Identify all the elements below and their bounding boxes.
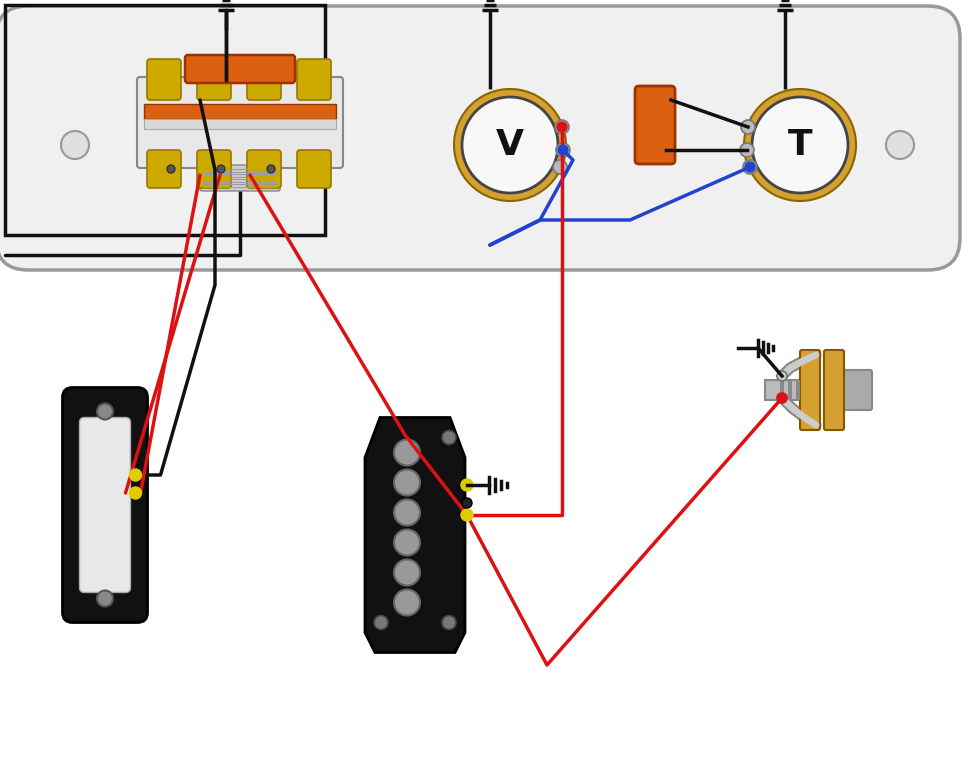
Bar <box>5 5 325 235</box>
Text: T: T <box>788 128 812 162</box>
Circle shape <box>267 165 275 173</box>
FancyBboxPatch shape <box>297 59 331 100</box>
Circle shape <box>462 498 472 508</box>
Circle shape <box>557 122 567 132</box>
Circle shape <box>461 479 473 491</box>
FancyBboxPatch shape <box>79 417 130 593</box>
FancyBboxPatch shape <box>824 350 844 430</box>
Circle shape <box>555 120 569 134</box>
Circle shape <box>461 509 473 521</box>
Circle shape <box>61 131 89 159</box>
FancyBboxPatch shape <box>297 150 331 188</box>
Circle shape <box>394 559 420 585</box>
Circle shape <box>743 160 757 174</box>
FancyBboxPatch shape <box>63 388 148 622</box>
FancyBboxPatch shape <box>247 150 281 188</box>
Bar <box>765 380 815 400</box>
Circle shape <box>741 120 755 134</box>
Circle shape <box>217 165 225 173</box>
Circle shape <box>442 616 456 629</box>
Circle shape <box>553 160 567 174</box>
Circle shape <box>777 393 787 403</box>
Circle shape <box>167 165 175 173</box>
Circle shape <box>745 162 755 172</box>
Circle shape <box>886 131 914 159</box>
FancyBboxPatch shape <box>147 59 181 100</box>
Circle shape <box>97 404 113 420</box>
Circle shape <box>744 89 856 201</box>
Circle shape <box>394 499 420 525</box>
FancyBboxPatch shape <box>137 77 343 168</box>
FancyBboxPatch shape <box>200 165 280 191</box>
Circle shape <box>374 616 388 629</box>
Circle shape <box>462 97 558 193</box>
FancyBboxPatch shape <box>800 350 820 430</box>
Circle shape <box>558 145 568 155</box>
Circle shape <box>394 590 420 616</box>
Bar <box>796 380 800 400</box>
Circle shape <box>454 89 566 201</box>
FancyBboxPatch shape <box>197 59 231 100</box>
Circle shape <box>129 469 141 481</box>
Circle shape <box>394 470 420 496</box>
FancyBboxPatch shape <box>147 150 181 188</box>
FancyBboxPatch shape <box>0 6 960 270</box>
Polygon shape <box>365 417 465 653</box>
Circle shape <box>97 591 113 606</box>
Bar <box>144 104 336 119</box>
Circle shape <box>752 97 848 193</box>
Bar <box>144 119 336 129</box>
Text: V: V <box>496 128 524 162</box>
Circle shape <box>740 143 754 157</box>
Bar <box>788 380 792 400</box>
Circle shape <box>442 430 456 445</box>
Circle shape <box>556 143 570 157</box>
FancyBboxPatch shape <box>635 86 675 164</box>
Circle shape <box>394 439 420 465</box>
FancyBboxPatch shape <box>197 150 231 188</box>
FancyBboxPatch shape <box>247 59 281 100</box>
Circle shape <box>777 371 787 381</box>
Circle shape <box>777 393 787 403</box>
Bar <box>780 380 784 400</box>
Circle shape <box>129 487 141 499</box>
FancyBboxPatch shape <box>185 55 295 83</box>
Circle shape <box>394 530 420 556</box>
FancyBboxPatch shape <box>840 370 872 410</box>
